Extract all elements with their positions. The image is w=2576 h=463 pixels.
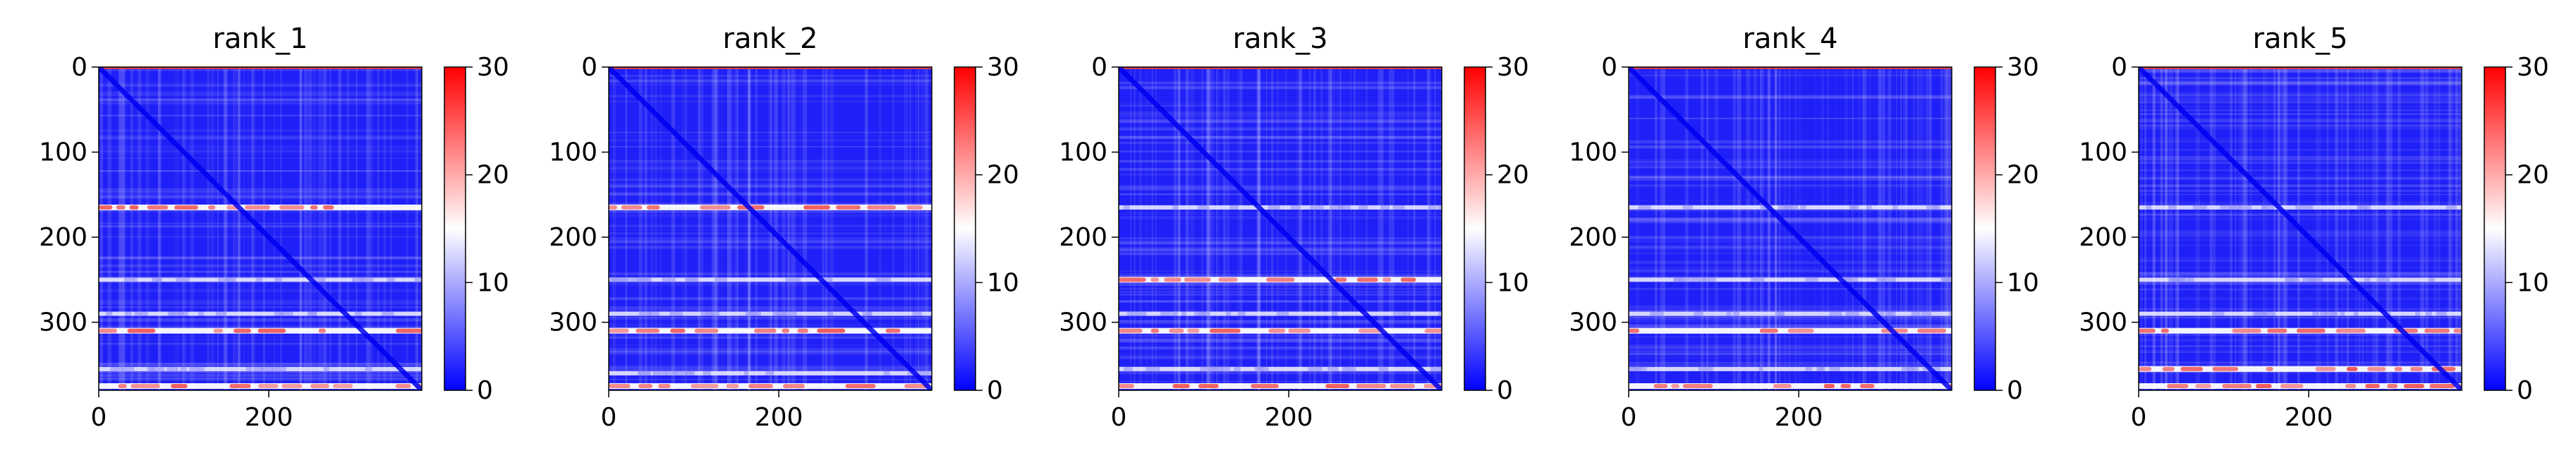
x-tick-label: 200 <box>245 403 293 432</box>
panel-title: rank_3 <box>1233 23 1328 55</box>
panel-title: rank_4 <box>1743 23 1838 55</box>
heatmap-panel: rank_2 0 100 200 300 0 200 0 10 20 30 <box>549 23 1019 432</box>
colorbar-tick-label: 20 <box>2517 161 2549 190</box>
y-tick-label: 0 <box>2111 53 2127 82</box>
colorbar-tick-label: 20 <box>1497 161 1529 190</box>
y-tick-label: 100 <box>1569 138 1617 167</box>
y-tick-label: 300 <box>1059 308 1107 337</box>
x-tick-label: 0 <box>91 403 107 432</box>
colorbar-tick-label: 30 <box>987 53 1019 82</box>
colorbar-tick-label: 20 <box>987 161 1019 190</box>
colorbar-tick-label: 10 <box>477 268 509 297</box>
y-tick-label: 0 <box>1601 53 1617 82</box>
colorbar <box>444 66 466 391</box>
colorbar-tick-label: 0 <box>477 376 493 405</box>
x-tick-label: 200 <box>2285 403 2333 432</box>
colorbar-tick-label: 30 <box>1497 53 1529 82</box>
y-tick-label: 300 <box>1569 308 1617 337</box>
heatmap-image <box>2139 67 2462 390</box>
x-tick-label: 0 <box>601 403 617 432</box>
panel-title: rank_1 <box>213 23 308 55</box>
y-tick-label: 0 <box>581 53 597 82</box>
heatmap-panel: rank_1 0 100 200 300 0 200 0 10 20 30 <box>39 23 509 432</box>
heatmap-frame <box>1118 66 1442 391</box>
y-tick-label: 200 <box>549 223 597 252</box>
y-tick-label: 300 <box>39 308 87 337</box>
x-tick-label: 200 <box>755 403 803 432</box>
x-tick-label: 0 <box>1621 403 1637 432</box>
colorbar-tick-label: 30 <box>2517 53 2549 82</box>
heatmap-frame <box>1628 66 1952 391</box>
heatmap-panel: rank_5 0 100 200 300 0 200 0 10 20 30 <box>2079 23 2549 432</box>
heatmap-image <box>609 67 932 390</box>
y-tick-label: 300 <box>549 308 597 337</box>
colorbar-tick-label: 0 <box>2517 376 2533 405</box>
x-tick-label: 0 <box>1111 403 1127 432</box>
y-tick-label: 0 <box>71 53 87 82</box>
y-tick-label: 100 <box>39 138 87 167</box>
heatmap-image <box>1119 67 1442 390</box>
colorbar-tick-label: 0 <box>2007 376 2023 405</box>
panel-title: rank_5 <box>2253 23 2348 55</box>
colorbar-tick-label: 30 <box>2007 53 2039 82</box>
y-tick-label: 200 <box>1569 223 1617 252</box>
colorbar <box>1974 66 1996 391</box>
x-tick-label: 0 <box>2131 403 2147 432</box>
x-tick-label: 200 <box>1265 403 1313 432</box>
colorbar-tick-label: 20 <box>477 161 509 190</box>
y-tick-label: 100 <box>2079 138 2127 167</box>
colorbar-tick-label: 10 <box>2517 268 2549 297</box>
y-tick-label: 0 <box>1091 53 1107 82</box>
colorbar <box>2484 66 2506 391</box>
colorbar <box>954 66 976 391</box>
y-tick-label: 300 <box>2079 308 2127 337</box>
colorbar-tick-label: 10 <box>987 268 1019 297</box>
heatmap-image <box>99 67 422 390</box>
heatmap-panel: rank_3 0 100 200 300 0 200 0 10 20 30 <box>1059 23 1529 432</box>
colorbar-tick-label: 30 <box>477 53 509 82</box>
colorbar-tick-label: 20 <box>2007 161 2039 190</box>
heatmap-frame <box>608 66 932 391</box>
x-tick-label: 200 <box>1775 403 1823 432</box>
colorbar-tick-label: 10 <box>1497 268 1529 297</box>
heatmap-image <box>1629 67 1952 390</box>
y-tick-label: 200 <box>39 223 87 252</box>
heatmap-frame <box>2138 66 2462 391</box>
panel-title: rank_2 <box>723 23 818 55</box>
heatmap-frame <box>98 66 423 391</box>
y-tick-label: 100 <box>1059 138 1107 167</box>
colorbar-tick-label: 0 <box>987 376 1003 405</box>
y-tick-label: 200 <box>2079 223 2127 252</box>
y-tick-label: 200 <box>1059 223 1107 252</box>
colorbar-tick-label: 10 <box>2007 268 2039 297</box>
heatmap-panel: rank_4 0 100 200 300 0 200 0 10 20 30 <box>1569 23 2039 432</box>
colorbar <box>1464 66 1486 391</box>
colorbar-tick-label: 0 <box>1497 376 1513 405</box>
y-tick-label: 100 <box>549 138 597 167</box>
